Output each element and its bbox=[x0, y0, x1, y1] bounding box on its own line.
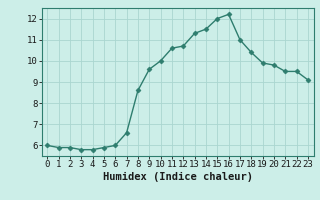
X-axis label: Humidex (Indice chaleur): Humidex (Indice chaleur) bbox=[103, 172, 252, 182]
